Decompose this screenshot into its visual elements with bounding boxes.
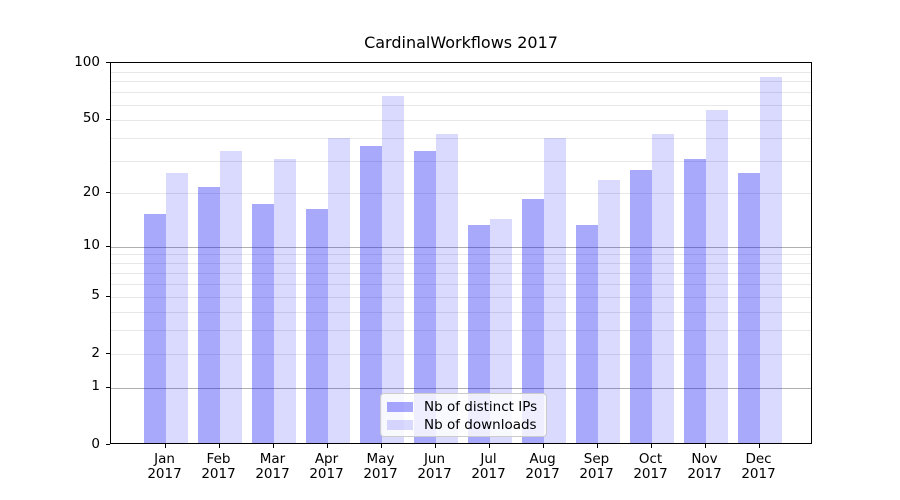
x-tick-label: Oct 2017 bbox=[633, 451, 668, 482]
bar-ips-mar bbox=[251, 203, 274, 443]
x-tick bbox=[488, 444, 490, 448]
x-tick-label: Feb 2017 bbox=[201, 451, 236, 482]
x-tick bbox=[704, 444, 706, 448]
bar-ips-jun bbox=[413, 151, 436, 443]
gridline-minor bbox=[111, 71, 811, 73]
bar-downloads-nov bbox=[705, 109, 728, 443]
y-tick-label: 1 bbox=[91, 378, 100, 395]
y-tick bbox=[106, 192, 110, 193]
gridline-minor bbox=[111, 283, 811, 285]
bar-ips-feb bbox=[197, 187, 220, 443]
x-tick-label: Nov 2017 bbox=[687, 451, 722, 482]
x-tick bbox=[650, 444, 652, 448]
x-tick bbox=[164, 444, 166, 448]
y-tick bbox=[106, 444, 110, 445]
bar-downloads-dec bbox=[759, 77, 782, 443]
y-tick-label: 2 bbox=[91, 344, 100, 361]
gridline-minor bbox=[111, 263, 811, 265]
x-tick-label: May 2017 bbox=[363, 451, 398, 482]
gridline-minor bbox=[111, 137, 811, 139]
legend-item-label: Nb of downloads bbox=[424, 417, 537, 433]
y-tick bbox=[106, 353, 110, 355]
gridline-minor bbox=[111, 193, 811, 194]
x-tick bbox=[218, 444, 220, 448]
gridline-minor bbox=[111, 104, 811, 106]
x-tick bbox=[380, 444, 382, 448]
gridline-minor bbox=[111, 272, 811, 274]
gridline-minor bbox=[111, 160, 811, 162]
chart-title: CardinalWorkflows 2017 bbox=[364, 33, 558, 52]
x-tick-label: Mar 2017 bbox=[255, 451, 290, 482]
gridline-minor bbox=[111, 119, 811, 121]
x-tick bbox=[758, 444, 760, 448]
y-tick-label: 10 bbox=[82, 237, 100, 253]
gridlines-layer bbox=[111, 63, 811, 443]
bar-ips-may bbox=[359, 146, 382, 443]
gridline-minor bbox=[111, 296, 811, 298]
y-tick bbox=[106, 245, 110, 247]
bar-ips-apr bbox=[305, 208, 328, 443]
plot-area: Nb of distinct IPs Nb of downloads bbox=[110, 62, 812, 444]
x-tick-label: Dec 2017 bbox=[741, 451, 776, 482]
gridline-minor bbox=[111, 354, 811, 356]
legend: Nb of distinct IPs Nb of downloads bbox=[380, 393, 547, 437]
bar-ips-nov bbox=[683, 158, 706, 443]
y-tick-label: 50 bbox=[82, 110, 100, 127]
x-tick-label: Jun 2017 bbox=[417, 451, 452, 482]
legend-swatch bbox=[387, 420, 413, 430]
bar-downloads-feb bbox=[219, 151, 242, 443]
bar-ips-jul bbox=[467, 224, 490, 443]
gridline-minor bbox=[111, 254, 811, 256]
x-tick bbox=[326, 444, 328, 448]
x-tick-label: Sep 2017 bbox=[579, 451, 614, 482]
x-tick-label: Jul 2017 bbox=[471, 451, 506, 482]
y-tick-label: 5 bbox=[91, 287, 100, 304]
x-tick bbox=[434, 444, 436, 448]
gridline-minor bbox=[111, 92, 811, 94]
gridline-major bbox=[111, 246, 811, 248]
y-tick bbox=[106, 295, 110, 297]
y-tick bbox=[106, 386, 110, 388]
bars-layer bbox=[111, 63, 811, 443]
bar-ips-dec bbox=[737, 173, 760, 443]
legend-item: Nb of distinct IPs bbox=[387, 398, 540, 416]
bar-downloads-may bbox=[381, 96, 404, 443]
x-tick bbox=[542, 444, 544, 448]
gridline-minor bbox=[111, 311, 811, 313]
bar-ips-jan bbox=[143, 213, 166, 443]
gridline-minor bbox=[111, 81, 811, 83]
legend-item: Nb of downloads bbox=[387, 416, 540, 434]
bar-downloads-mar bbox=[273, 158, 296, 443]
bar-downloads-sep bbox=[597, 179, 620, 443]
y-tick bbox=[106, 118, 110, 120]
bar-ips-sep bbox=[575, 224, 598, 443]
legend-swatch bbox=[387, 402, 413, 412]
gridline-major bbox=[111, 387, 811, 389]
x-tick-label: Jan 2017 bbox=[147, 451, 182, 482]
y-tick-label: 100 bbox=[74, 53, 100, 70]
bar-downloads-jul bbox=[489, 218, 512, 443]
gridline-minor bbox=[111, 330, 811, 332]
bar-ips-aug bbox=[521, 199, 544, 443]
y-tick bbox=[106, 62, 110, 63]
bar-ips-oct bbox=[629, 170, 652, 443]
bar-downloads-apr bbox=[327, 137, 350, 443]
x-tick-label: Aug 2017 bbox=[525, 451, 560, 482]
bar-downloads-oct bbox=[651, 133, 674, 443]
legend-item-label: Nb of distinct IPs bbox=[424, 399, 538, 415]
y-tick-label: 0 bbox=[91, 435, 100, 452]
x-tick-label: Apr 2017 bbox=[309, 451, 344, 482]
y-tick-label: 20 bbox=[82, 183, 100, 200]
x-tick bbox=[596, 444, 598, 448]
bar-downloads-jun bbox=[435, 133, 458, 443]
bar-downloads-jan bbox=[165, 173, 188, 443]
bar-downloads-aug bbox=[543, 137, 566, 443]
x-tick bbox=[272, 444, 274, 448]
